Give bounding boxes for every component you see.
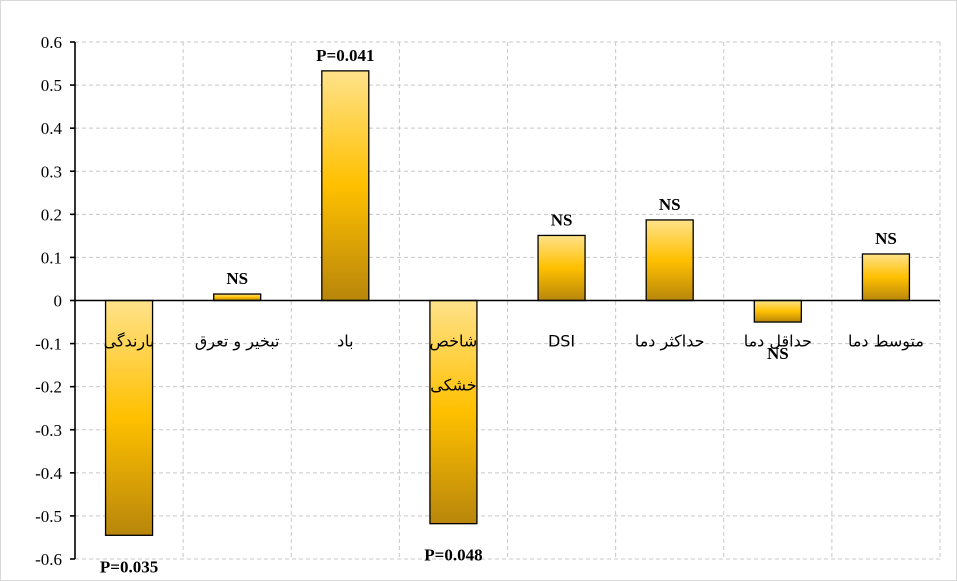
bar [645,219,694,302]
y-tick-label: 0.1 [41,248,62,267]
y-tick-label: -0.5 [35,507,62,526]
y-tick-label: 0.2 [41,205,62,224]
y-tick-label: -0.6 [35,550,62,569]
bar [537,234,586,302]
significance-label: NS [226,269,248,288]
bar [213,293,262,302]
significance-label: NS [875,229,897,248]
y-tick-label: -0.1 [35,335,62,354]
category-label: تبخیر و تعرق [195,332,280,352]
y-tick-label: 0 [54,292,63,311]
significance-label: NS [551,210,573,229]
category-label: شاخص [430,332,478,352]
category-label: حداقل دما [744,332,812,351]
grid-layer [75,41,941,560]
category-label: بارندگی [104,332,155,352]
significance-label: P=0.048 [424,546,482,565]
y-tick-label: 0.6 [41,33,62,52]
bar [321,70,370,302]
bar [753,299,802,323]
bar [861,253,911,302]
significance-label: P=0.041 [316,46,374,65]
y-tick-label: 0.3 [41,162,62,181]
label-layer: 0.6 0.5 0.4 0.3 0.2 0.1 0 -0.1 -0.2 -0.3 -0.4 -0.5 -… [35,33,924,576]
bar-layer [104,70,911,536]
y-tick-label: -0.4 [35,464,62,483]
category-label: حداکثر دما [635,332,705,352]
category-label: DSI [548,332,575,351]
y-tick-label: 0.4 [41,119,63,138]
y-tick-label: -0.3 [35,421,62,440]
category-label: خشکی [430,376,476,395]
category-label: متوسط دما [848,332,924,352]
significance-label: P=0.035 [100,557,158,576]
significance-label: NS [659,195,681,214]
category-label: باد [337,332,353,351]
y-tick-label: 0.5 [41,76,62,95]
bar [429,299,478,525]
y-tick-label: -0.2 [35,378,62,397]
axis-layer [70,41,940,560]
significance-label: NS [767,344,789,363]
